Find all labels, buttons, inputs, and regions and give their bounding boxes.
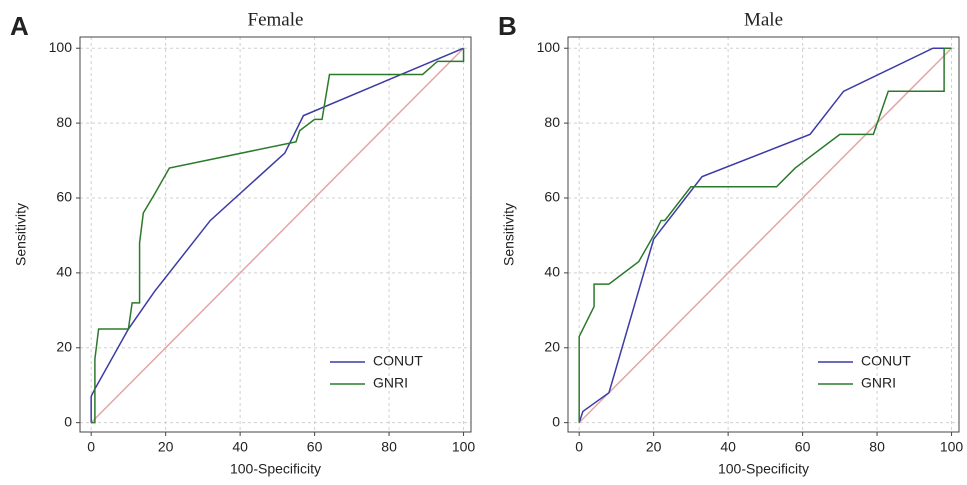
y-tick-label: 100 [49, 39, 73, 55]
legend-label: GNRI [861, 375, 896, 391]
roc-line [91, 48, 465, 424]
panel-label: B [498, 11, 517, 41]
y-tick-label: 40 [544, 264, 560, 280]
y-tick-label: 80 [544, 114, 560, 130]
chart-title: Female [248, 9, 304, 30]
x-tick-label: 60 [795, 439, 811, 455]
x-tick-label: 0 [575, 439, 583, 455]
x-tick-label: 80 [869, 439, 885, 455]
legend-label: GNRI [373, 375, 408, 391]
panel-label: A [10, 11, 29, 41]
reference-line [578, 47, 953, 424]
y-tick-label: 80 [56, 114, 72, 130]
y-axis-label: Sensitivity [501, 203, 517, 266]
x-tick-label: 60 [307, 439, 323, 455]
legend-label: CONUT [373, 353, 423, 369]
roc-line [578, 47, 952, 423]
x-tick-label: 100 [940, 439, 964, 455]
x-tick-label: 40 [232, 439, 248, 455]
roc-line [578, 47, 952, 423]
y-tick-label: 20 [544, 338, 560, 354]
x-tick-label: 100 [452, 439, 476, 455]
chart-title: Male [744, 9, 783, 30]
x-tick-label: 0 [87, 439, 95, 455]
roc-line [90, 47, 464, 423]
plot-frame [79, 36, 472, 433]
legend-label: CONUT [861, 353, 911, 369]
x-axis-label: 100-Specificity [718, 461, 809, 477]
x-tick-label: 20 [646, 439, 662, 455]
x-tick-label: 20 [158, 439, 174, 455]
y-axis-label: Sensitivity [13, 203, 29, 266]
x-tick-label: 40 [720, 439, 736, 455]
x-tick-label: 80 [381, 439, 397, 455]
y-tick-label: 60 [544, 189, 560, 205]
reference-line [90, 47, 465, 424]
y-tick-label: 0 [552, 413, 560, 429]
y-tick-label: 0 [64, 413, 72, 429]
y-tick-label: 60 [56, 189, 72, 205]
plot-frame [567, 36, 960, 433]
y-tick-label: 100 [537, 39, 561, 55]
y-tick-label: 40 [56, 264, 72, 280]
x-axis-label: 100-Specificity [230, 461, 321, 477]
y-tick-label: 20 [56, 338, 72, 354]
